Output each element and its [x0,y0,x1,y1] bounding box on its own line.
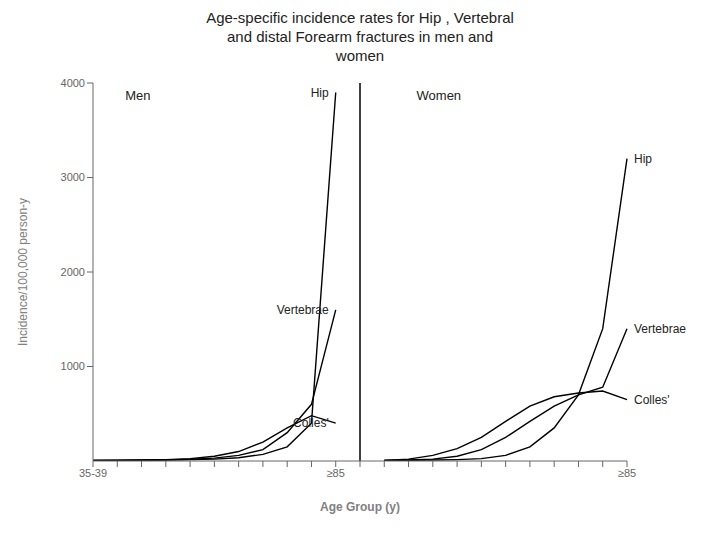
svg-text:Age Group (y): Age Group (y) [320,500,400,514]
svg-text:3000: 3000 [61,171,85,183]
svg-text:Vertebrae: Vertebrae [634,322,686,336]
svg-text:Incidence/100,000 person-y: Incidence/100,000 person-y [16,198,30,346]
svg-text:≥85: ≥85 [618,467,636,479]
svg-text:4000: 4000 [61,77,85,89]
svg-text:Vertebrae: Vertebrae [277,303,329,317]
svg-text:Hip: Hip [311,86,329,100]
svg-text:35-39: 35-39 [79,467,107,479]
html-text:Age-specific incidence rates f: Age-specific incidence rates for Hip , V… [206,9,514,64]
svg-text:2000: 2000 [61,266,85,278]
svg-text:Colles': Colles' [293,416,329,430]
svg-text:1000: 1000 [61,360,85,372]
svg-text:Colles': Colles' [634,393,670,407]
svg-text:Hip: Hip [634,152,652,166]
svg-text:Men: Men [125,88,150,103]
svg-text:≥85: ≥85 [327,467,345,479]
svg-text:Women: Women [417,88,462,103]
